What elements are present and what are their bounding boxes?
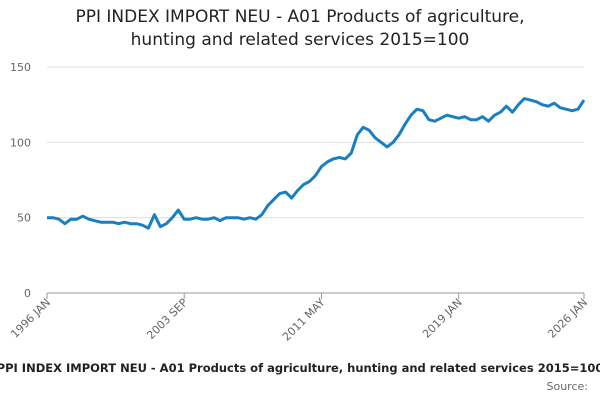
chart-title: hunting and related services 2015=100 xyxy=(131,30,470,50)
y-tick-label: 100 xyxy=(10,136,31,149)
source: Source: xyxy=(547,380,589,393)
x-tick-label: 2003 SEP xyxy=(144,296,190,342)
y-tick-label: 50 xyxy=(17,212,31,225)
x-tick-label: 2019 JAN xyxy=(420,296,465,341)
caption: PPI INDEX IMPORT NEU - A01 Products of a… xyxy=(0,361,600,375)
x-tick-label: 2011 MAY xyxy=(280,296,328,344)
series-line xyxy=(47,97,586,230)
x-tick-label: 1996 JAN xyxy=(8,296,53,341)
x-tick-label: 2026 JAN xyxy=(545,296,590,341)
chart-title: PPI INDEX IMPORT NEU - A01 Products of a… xyxy=(76,7,525,27)
y-tick-label: 0 xyxy=(24,287,31,300)
y-tick-label: 150 xyxy=(10,61,31,74)
